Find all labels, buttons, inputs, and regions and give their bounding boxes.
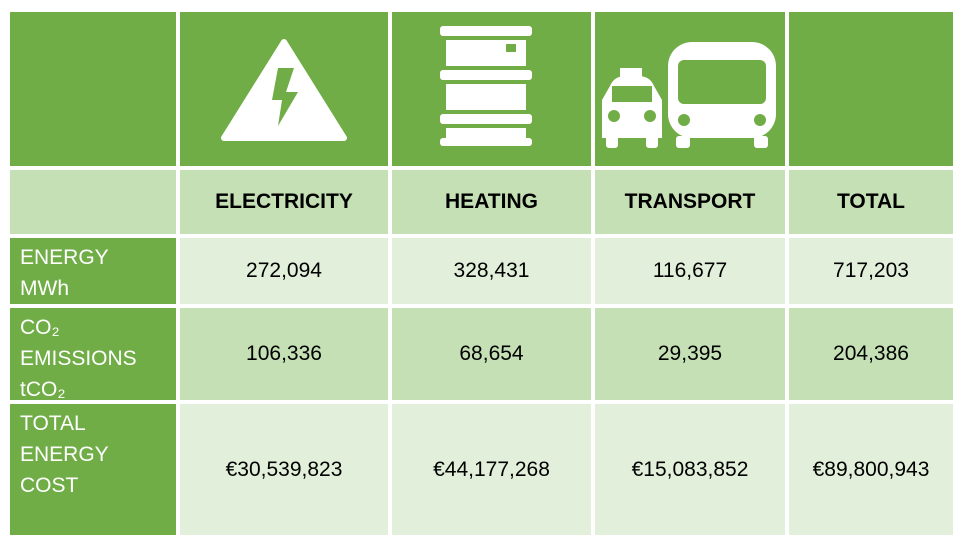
row-label-line: MWh <box>20 277 69 300</box>
row-label-line: ENERGY <box>20 246 109 269</box>
data-cell: 106,336 <box>180 308 388 400</box>
row-label: TOTAL ENERGY COST <box>10 404 176 535</box>
data-cell: 29,395 <box>595 308 785 400</box>
column-header: ELECTRICITY <box>180 170 388 234</box>
data-cell: 717,203 <box>789 238 953 304</box>
row-label-line: tCO₂ <box>20 378 66 401</box>
column-header: TOTAL <box>789 170 953 234</box>
data-cell: €44,177,268 <box>392 404 591 535</box>
header-cell <box>10 170 176 234</box>
barrel-icon <box>440 26 532 146</box>
transport-icon <box>602 42 776 148</box>
row-label-line: TOTAL <box>20 412 86 435</box>
row-label-line: COST <box>20 474 79 497</box>
data-cell: 116,677 <box>595 238 785 304</box>
data-cell: 272,094 <box>180 238 388 304</box>
row-label-line: CO₂ <box>20 316 60 339</box>
row-label-line: EMISSIONS <box>20 347 137 370</box>
icon-cell <box>789 12 953 166</box>
row-label-line: ENERGY <box>20 443 109 466</box>
row-label: ENERGY MWh <box>10 238 176 304</box>
icon-cell <box>10 12 176 166</box>
data-cell: 204,386 <box>789 308 953 400</box>
data-cell: 68,654 <box>392 308 591 400</box>
data-cell: €15,083,852 <box>595 404 785 535</box>
data-cell: €30,539,823 <box>180 404 388 535</box>
column-header: TRANSPORT <box>595 170 785 234</box>
row-label: CO₂ EMISSIONS tCO₂ <box>10 308 176 401</box>
electricity-icon <box>221 39 347 141</box>
data-cell: 328,431 <box>392 238 591 304</box>
data-cell: €89,800,943 <box>789 404 953 535</box>
column-header: HEATING <box>392 170 591 234</box>
